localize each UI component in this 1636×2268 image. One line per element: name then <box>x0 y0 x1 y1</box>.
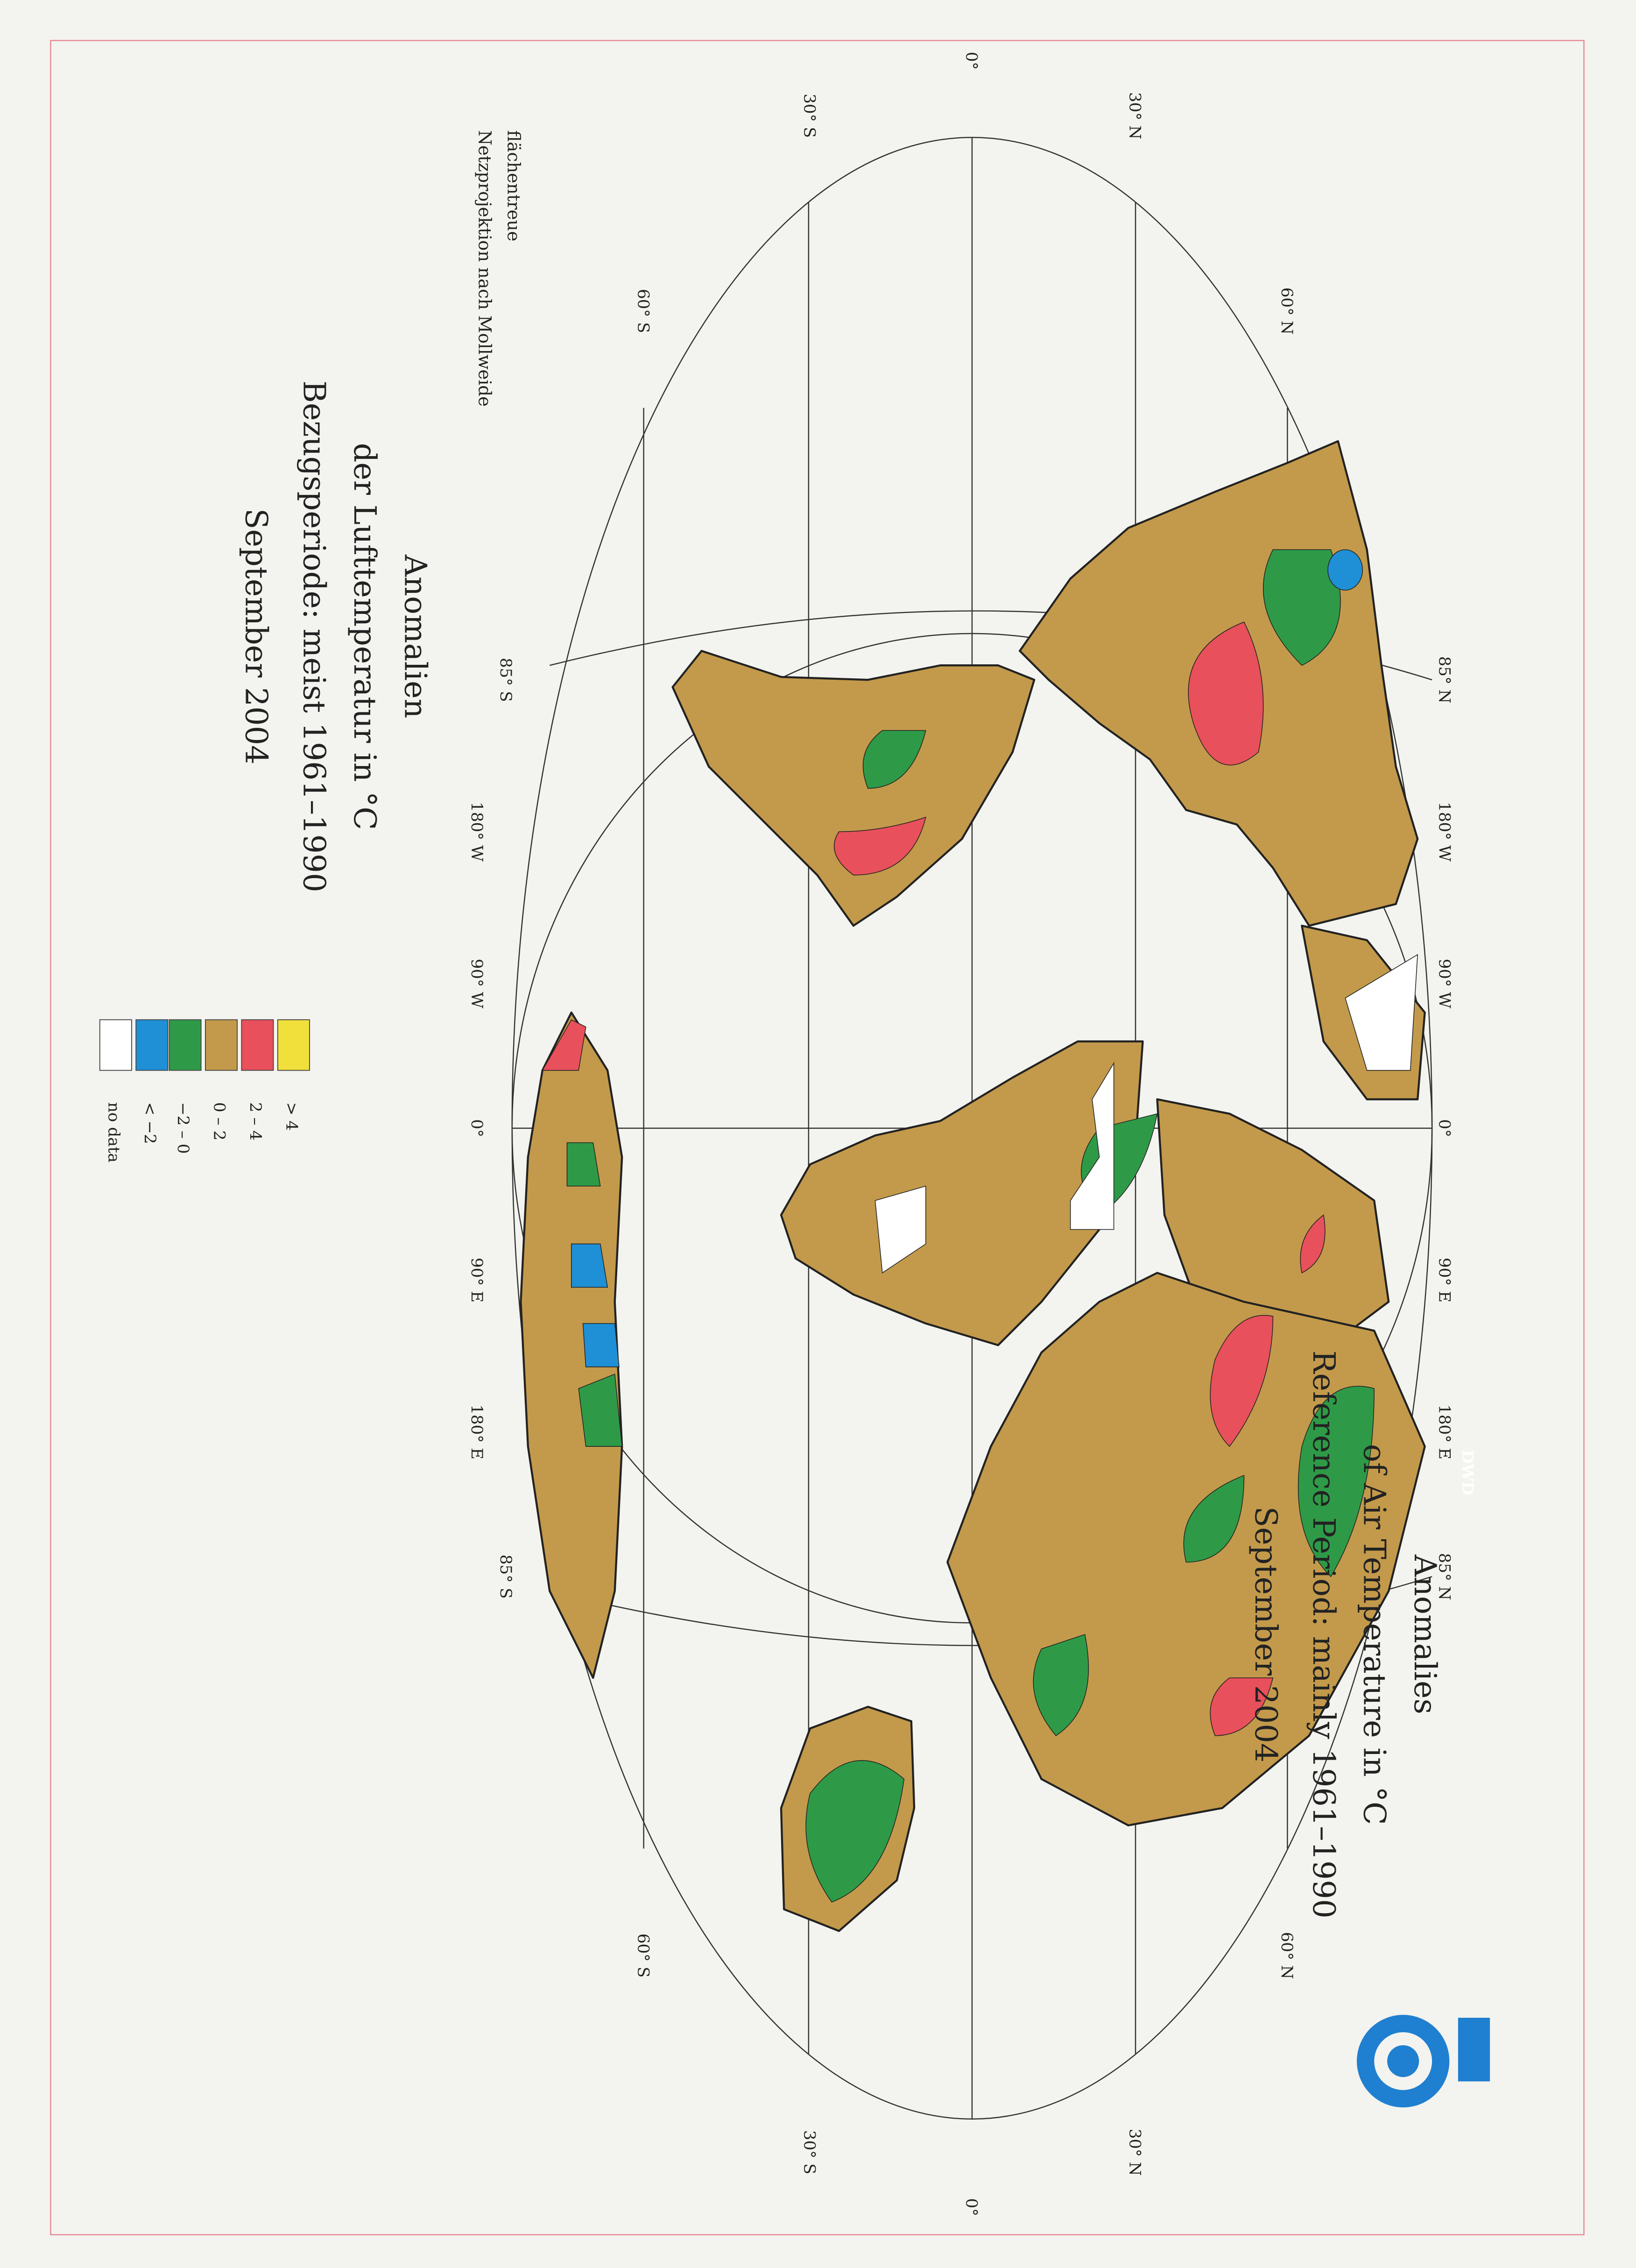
legend-swatch <box>241 1019 274 1071</box>
latitude-label: 0° <box>962 2198 981 2216</box>
logo <box>1357 2014 1490 2108</box>
longitude-label: 90° E <box>1435 1258 1454 1303</box>
logo-swirl <box>1387 2045 1419 2077</box>
anomaly-patch <box>874 1185 926 1274</box>
anomaly-patch <box>1183 1475 1245 1563</box>
anomaly-patch <box>1070 1062 1114 1230</box>
legend-swatch <box>99 1019 132 1071</box>
longitude-label: 90° W <box>467 959 486 1008</box>
latitude-label: 60° N <box>1277 288 1296 335</box>
anomaly-patch <box>1262 549 1341 666</box>
latitude-label: 60° S <box>634 1933 652 1978</box>
title-en: Anomalies <box>1407 1554 1442 1714</box>
projection-note: Netzprojektion nach Mollweide <box>474 130 495 407</box>
anomaly-patch <box>1327 549 1363 591</box>
latitude-label: 60° N <box>1277 1932 1296 1979</box>
title-en: September 2004 <box>1248 1507 1283 1762</box>
longitude-label: 0° <box>1435 1119 1454 1137</box>
title-de: September 2004 <box>239 508 274 764</box>
africa <box>780 1040 1144 1346</box>
anomaly-patch <box>542 1019 586 1071</box>
anomaly-patch <box>566 1142 601 1187</box>
legend-label: −2 – 0 <box>174 1102 192 1154</box>
latitude-label: 30° N <box>1126 2129 1144 2176</box>
projection-note: flächentreue <box>503 130 524 241</box>
latitude-label: 30° N <box>1126 92 1144 139</box>
legend-label: < −2 <box>141 1102 159 1144</box>
anomaly-patch <box>1033 1634 1089 1736</box>
longitude-label: 0° <box>467 1119 486 1137</box>
longitude-label: 85° N <box>1435 656 1454 704</box>
longitude-label: 85° S <box>496 1555 515 1599</box>
legend-swatch <box>277 1019 310 1071</box>
europe <box>1156 1098 1390 1346</box>
longitude-label: 90° E <box>467 1258 486 1303</box>
longitude-label: 180° W <box>467 802 486 862</box>
longitude-label: 90° W <box>1435 959 1454 1008</box>
logo-box <box>1458 2017 1490 2082</box>
anomaly-patch <box>1345 954 1418 1071</box>
anomaly-patch <box>1300 1214 1326 1274</box>
anomaly-patch <box>1210 1677 1274 1736</box>
legend-label: no data <box>104 1102 123 1162</box>
anomaly-patch <box>1188 621 1264 766</box>
page-border <box>50 40 1585 2235</box>
legend-swatch <box>205 1019 238 1071</box>
title-en: Reference Period: mainly 1961–1990 <box>1306 1351 1341 1919</box>
anomaly-patch <box>1210 1315 1274 1447</box>
legend-label: 2 – 4 <box>246 1102 265 1141</box>
title-de: Bezugsperiode: meist 1961–1990 <box>296 380 331 892</box>
anomaly-patch <box>582 1323 620 1367</box>
title-en: of Air Temperature in °C <box>1357 1444 1392 1825</box>
longitude-label: 180° E <box>1435 1404 1454 1459</box>
longitude-label: 180° W <box>1435 802 1454 862</box>
title-de: Anomalien <box>397 554 432 718</box>
logo-text: DWD <box>1458 1450 1477 1495</box>
legend-swatch <box>169 1019 202 1071</box>
title-de: der Lufttemperatur in °C <box>347 443 382 830</box>
anomaly-patch <box>862 730 926 789</box>
anomaly-patch <box>805 1760 905 1903</box>
legend-label: > 4 <box>282 1102 301 1131</box>
anomaly-patch <box>571 1243 608 1288</box>
latitude-label: 60° S <box>634 289 652 333</box>
longitude-label: 85° S <box>496 658 515 702</box>
legend-label: 0 – 2 <box>210 1102 229 1141</box>
longitude-label: 180° E <box>467 1404 486 1459</box>
legend-swatch <box>135 1019 169 1071</box>
latitude-label: 30° S <box>800 2130 819 2175</box>
longitude-label: 85° N <box>1435 1553 1454 1600</box>
south-america <box>671 650 1036 927</box>
anomaly-patches <box>542 549 1418 1903</box>
anomaly-patch <box>833 817 926 876</box>
rotated-text: Anomalien der Lufttemperatur in °C Bezug… <box>99 52 1477 2216</box>
anomaly-patch <box>578 1373 623 1447</box>
latitude-label: 0° <box>962 52 981 70</box>
anomaly-patch <box>1298 1386 1375 1578</box>
latitude-label: 30° S <box>800 94 819 138</box>
